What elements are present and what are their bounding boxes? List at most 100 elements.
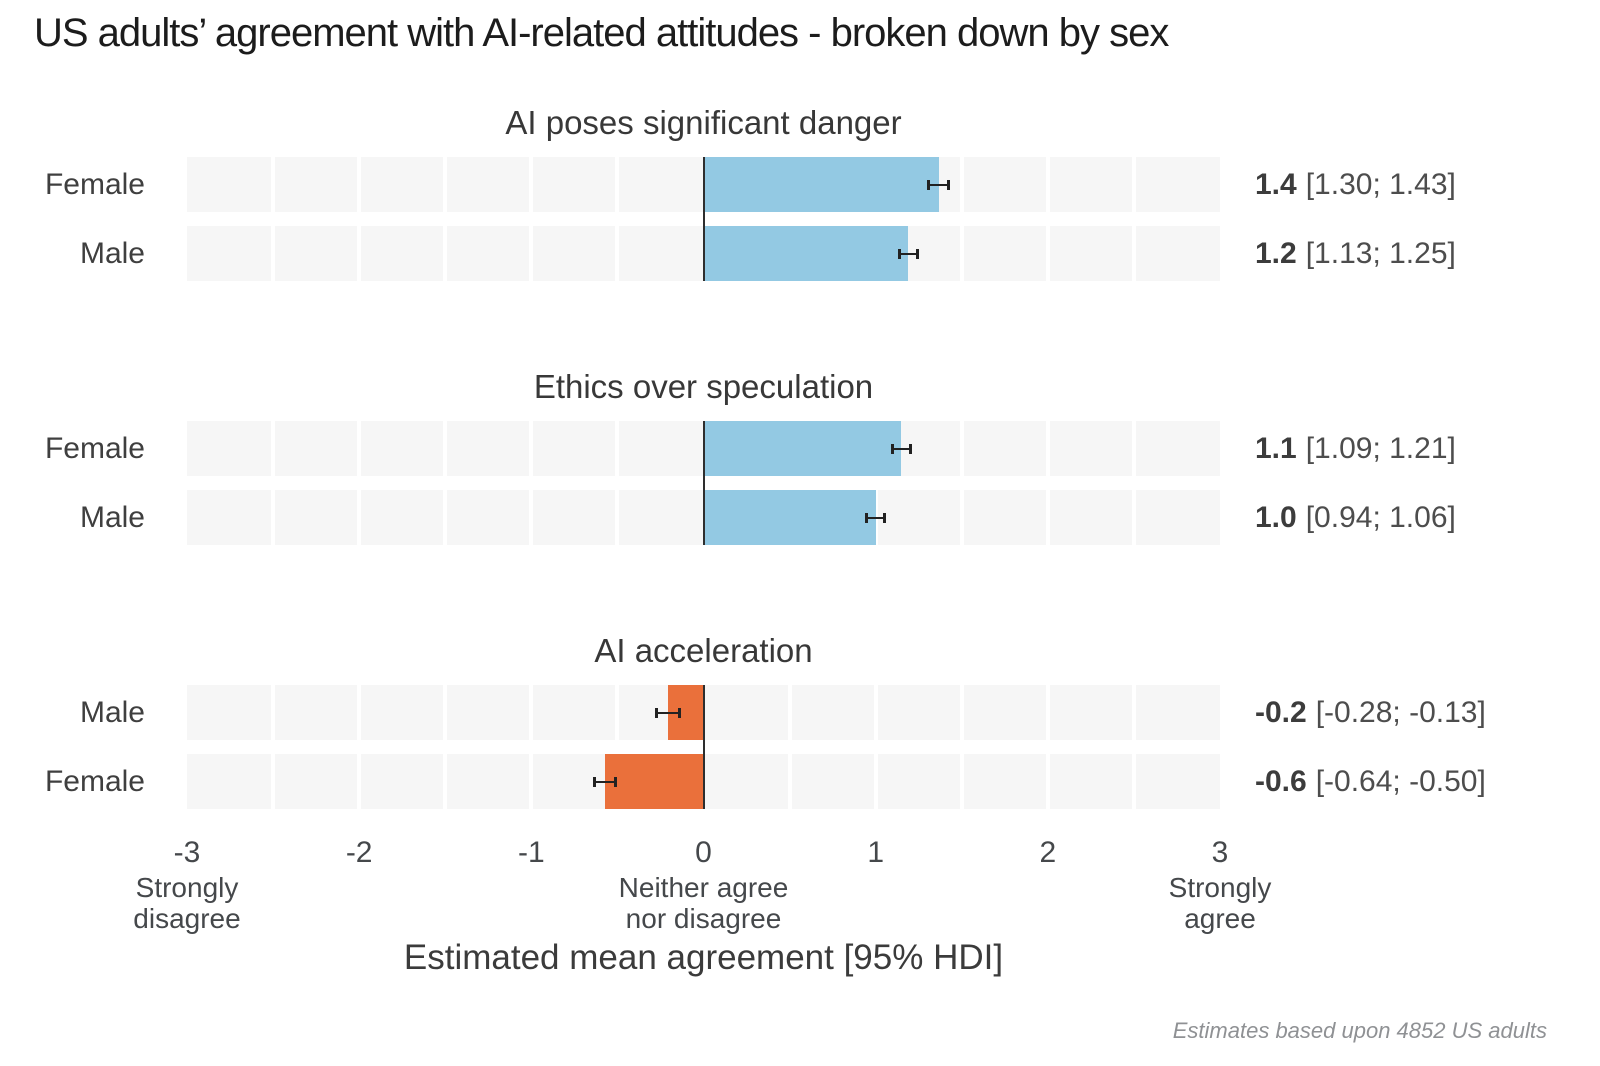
gridline — [959, 490, 964, 545]
gridline — [1045, 490, 1050, 545]
mean-value: -0.2 — [1255, 695, 1307, 729]
error-bar — [593, 776, 618, 787]
panel-title: AI poses significant danger — [505, 104, 902, 141]
gridline — [1045, 685, 1050, 740]
gridline — [271, 685, 276, 740]
x-tick-3: -3 — [173, 836, 201, 869]
x-tick-annotation-0: Neither agree nor disagree — [618, 872, 789, 934]
mean-value: 1.2 — [1255, 236, 1297, 270]
gridline — [959, 421, 964, 476]
gridline — [615, 685, 620, 740]
mean-bar — [703, 421, 902, 476]
error-bar — [865, 512, 886, 523]
gridline — [1131, 685, 1136, 740]
hdi-interval: [0.94; 1.06] — [1305, 500, 1456, 534]
gridline — [959, 754, 964, 809]
panel-rows: Male -0.2 [-0.28; -0.13] Female -0.6 [-0.64; … — [0, 685, 1600, 809]
value-annotation: 1.2 [1.13; 1.25] — [1255, 237, 1456, 271]
gridline — [959, 157, 964, 212]
x-tick-2: 2 — [1039, 836, 1057, 869]
gridline — [959, 226, 964, 281]
mean-value: 1.1 — [1255, 431, 1297, 465]
gridline — [443, 754, 448, 809]
gridline — [271, 157, 276, 212]
gridline — [615, 490, 620, 545]
row-label: Female — [44, 431, 145, 465]
gridline — [529, 157, 534, 212]
gridline — [357, 226, 362, 281]
gridline — [443, 226, 448, 281]
gridline — [357, 685, 362, 740]
zero-line — [702, 421, 705, 545]
bar-row-male: Male 1.0 [0.94; 1.06] — [0, 490, 1600, 545]
error-bar — [927, 179, 950, 190]
value-annotation: -0.6 [-0.64; -0.50] — [1255, 765, 1486, 799]
value-annotation: 1.4 [1.30; 1.43] — [1255, 168, 1456, 202]
gridline — [443, 421, 448, 476]
gridline — [271, 490, 276, 545]
x-tick-0: 0 — [695, 836, 712, 869]
gridline — [1131, 226, 1136, 281]
x-tick-annotation-3: Strongly disagree — [133, 872, 241, 934]
hdi-interval: [-0.28; -0.13] — [1315, 695, 1486, 729]
gridline — [1045, 157, 1050, 212]
mean-bar — [703, 490, 876, 545]
gridline — [1045, 226, 1050, 281]
gridline — [1045, 754, 1050, 809]
row-label: Male — [79, 695, 145, 729]
zero-line — [702, 685, 705, 809]
gridline — [529, 754, 534, 809]
gridline — [357, 421, 362, 476]
bar-row-male: Male -0.2 [-0.28; -0.13] — [0, 685, 1600, 740]
gridline — [443, 157, 448, 212]
row-label: Male — [79, 236, 145, 270]
bar-row-female: Female 1.4 [1.30; 1.43] — [0, 157, 1600, 212]
error-bar — [891, 443, 912, 454]
x-axis-label: Estimated mean agreement [95% HDI] — [403, 938, 1004, 977]
gridline — [1131, 421, 1136, 476]
bar-row-female: Female -0.6 [-0.64; -0.50] — [0, 754, 1600, 809]
mean-bar — [605, 754, 704, 809]
gridline — [1131, 157, 1136, 212]
gridline — [873, 754, 878, 809]
panel-rows: Female 1.1 [1.09; 1.21] Male 1.0 [0.94; 1.06] — [0, 421, 1600, 545]
error-bar — [898, 248, 919, 259]
mean-bar — [703, 226, 909, 281]
panel-ethics-over-speculation: Ethics over speculation Female 1.1 [1.09; 1… — [0, 367, 1600, 555]
panel-ai-acceleration: AI acceleration Male -0.2 [-0.28; -0.13] Fem… — [0, 631, 1600, 819]
gridline — [1131, 754, 1136, 809]
value-annotation: 1.0 [0.94; 1.06] — [1255, 501, 1456, 535]
error-bar — [655, 707, 682, 718]
gridline — [529, 226, 534, 281]
x-tick-1: -1 — [517, 836, 545, 869]
gridline — [529, 685, 534, 740]
x-tick-annotation-3: Strongly agree — [1168, 872, 1272, 934]
panel-title: AI acceleration — [594, 632, 813, 669]
gridline — [615, 157, 620, 212]
value-annotation: -0.2 [-0.28; -0.13] — [1255, 696, 1486, 730]
mean-bar — [703, 157, 939, 212]
bar-track — [187, 157, 1220, 212]
x-tick-3: 3 — [1211, 836, 1229, 869]
panel-rows: Female 1.4 [1.30; 1.43] Male 1.2 [1.13; 1.25] — [0, 157, 1600, 281]
hdi-interval: [1.30; 1.43] — [1305, 167, 1456, 201]
gridline — [787, 754, 792, 809]
gridline — [357, 754, 362, 809]
hdi-interval: [-0.64; -0.50] — [1315, 764, 1486, 798]
gridline — [443, 490, 448, 545]
mean-value: 1.0 — [1255, 500, 1297, 534]
gridline — [1045, 421, 1050, 476]
value-annotation: 1.1 [1.09; 1.21] — [1255, 432, 1456, 466]
gridline — [357, 490, 362, 545]
gridline — [529, 490, 534, 545]
gridline — [873, 685, 878, 740]
gridline — [357, 157, 362, 212]
gridline — [271, 754, 276, 809]
bar-row-male: Male 1.2 [1.13; 1.25] — [0, 226, 1600, 281]
hdi-interval: [1.09; 1.21] — [1305, 431, 1456, 465]
mean-value: -0.6 — [1255, 764, 1307, 798]
x-tick-1: 1 — [867, 836, 884, 869]
gridline — [787, 685, 792, 740]
row-label: Male — [79, 500, 145, 534]
